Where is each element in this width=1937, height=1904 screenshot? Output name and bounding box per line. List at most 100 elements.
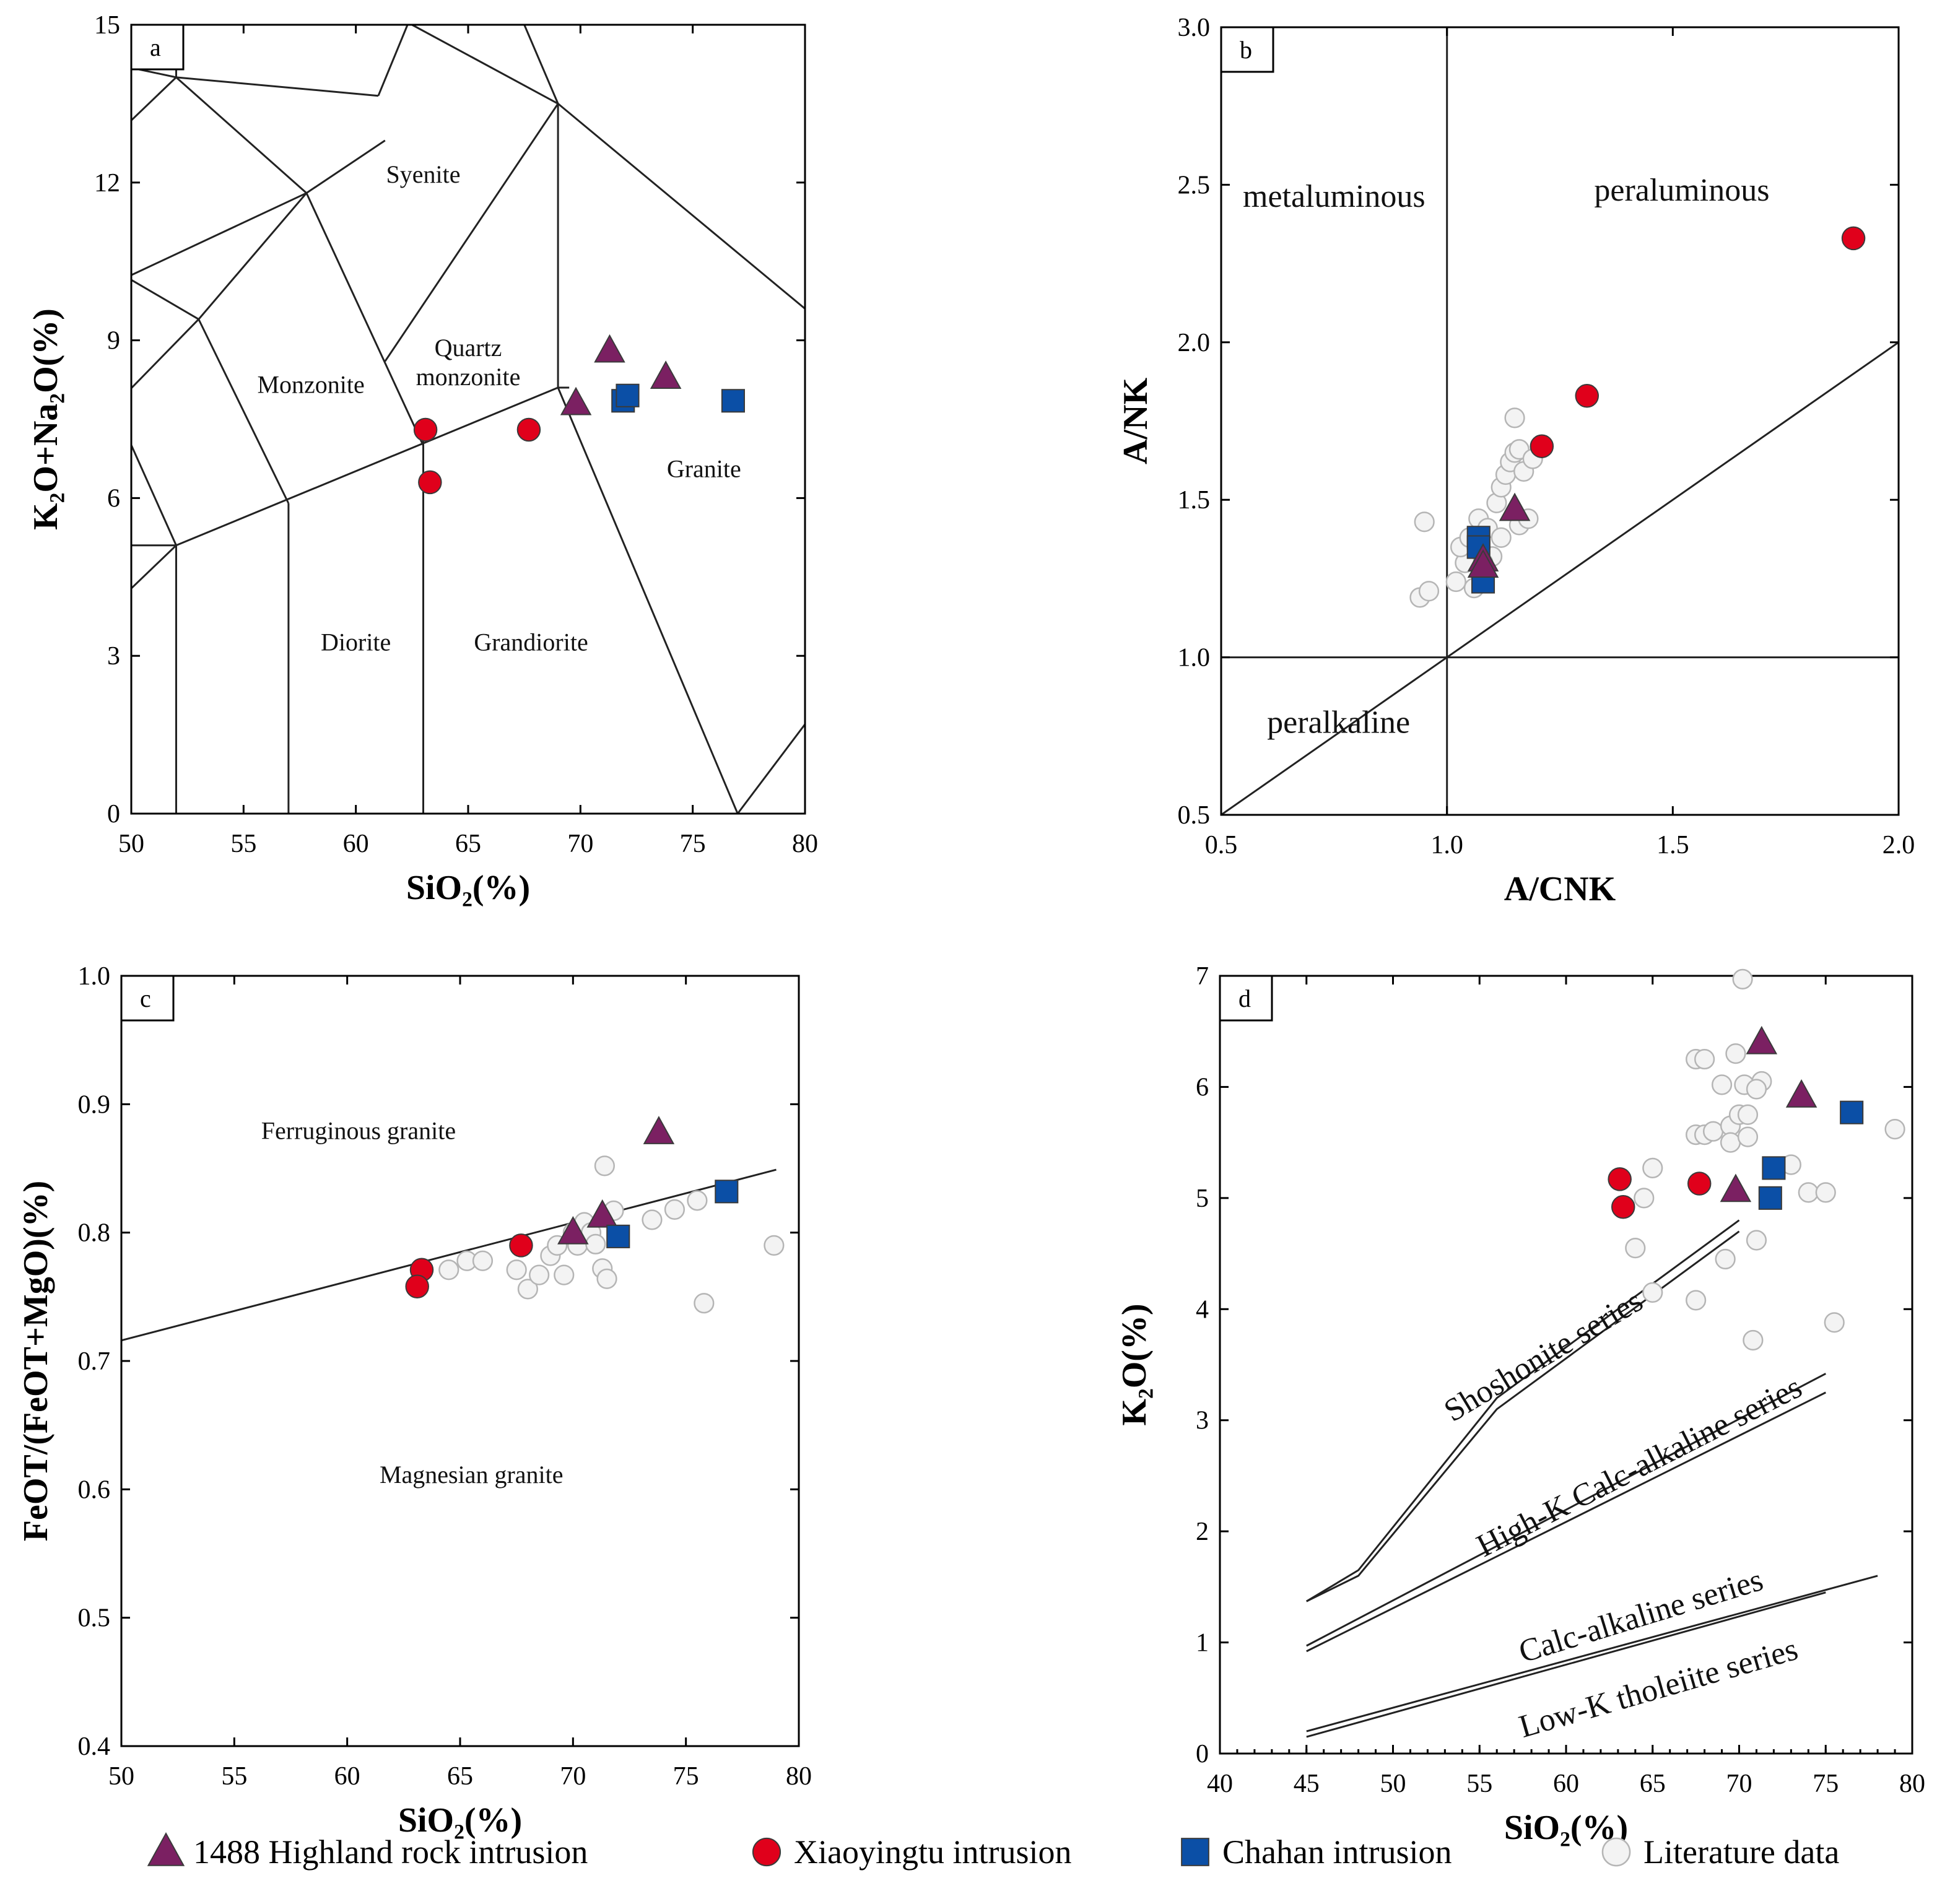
series-xiaoyingtu — [413, 417, 541, 495]
highland-point — [1746, 1025, 1778, 1054]
field-label: Syenite — [386, 160, 460, 188]
y-tick-label: 1 — [1196, 1629, 1209, 1658]
literature-point — [1491, 527, 1512, 548]
literature-point — [694, 1293, 715, 1314]
field-boundaries — [131, 25, 805, 814]
x-tick-label: 70 — [1726, 1770, 1752, 1798]
x-tick-label: 70 — [567, 830, 593, 858]
y-tick-label: 0 — [1196, 1740, 1209, 1768]
field-boundary-line — [1221, 341, 1899, 815]
field-label: Monzonite — [257, 371, 364, 399]
field-boundary-line — [305, 193, 424, 446]
panel-tag: a — [150, 33, 161, 61]
y-tick-label: 0.6 — [78, 1476, 111, 1504]
highland-point — [586, 1199, 618, 1228]
literature-point — [687, 1190, 708, 1211]
y-tick-label: 3 — [107, 642, 120, 671]
literature-point — [1798, 1182, 1819, 1203]
y-tick-label: 5 — [1196, 1185, 1209, 1213]
x-tick-label: 2.0 — [1883, 831, 1915, 859]
series-highland — [560, 334, 682, 415]
field-boundary-line — [411, 25, 559, 105]
field-label: Magnesian granite — [380, 1461, 564, 1489]
literature-point — [1711, 1074, 1733, 1095]
x-tick-label: 60 — [334, 1762, 360, 1791]
y-tick-label: 3.0 — [1178, 14, 1211, 42]
literature-point — [1686, 1290, 1707, 1311]
plot-frame — [120, 975, 800, 1747]
literature-point — [1702, 1121, 1724, 1142]
y-axis-label: K₂O(%) — [1115, 1303, 1154, 1425]
literature-point — [1642, 1157, 1663, 1179]
series-xiaoyingtu — [405, 1233, 533, 1298]
field-boundary-line — [1306, 1230, 1740, 1602]
x-tick-label: 70 — [560, 1762, 586, 1791]
field-boundary-line — [1306, 1591, 1826, 1738]
panel-tag-box — [120, 975, 175, 1022]
field-boundary-line — [198, 192, 308, 320]
field-boundary-line — [175, 76, 307, 194]
y-tick-label: 15 — [94, 11, 120, 40]
legend: 1488 Highland rock intrusion Xiaoyingtu i… — [147, 1832, 1839, 1871]
field-boundary-line — [306, 139, 386, 194]
y-tick-label: 0.5 — [78, 1604, 111, 1633]
xiaoyingtu-point — [1608, 1167, 1632, 1191]
legend-marker-chahan — [1181, 1838, 1209, 1866]
panel-tag: d — [1238, 985, 1251, 1012]
literature-point — [529, 1264, 550, 1285]
literature-point — [1737, 1126, 1759, 1147]
literature-point — [594, 1155, 615, 1176]
x-tick-label: 65 — [447, 1762, 473, 1791]
series-xiaoyingtu — [1530, 226, 1866, 458]
legend-label-highland: 1488 Highland rock intrusion — [193, 1833, 588, 1871]
literature-point — [1884, 1119, 1905, 1140]
panel-tag: c — [140, 985, 151, 1012]
literature-point — [472, 1250, 494, 1271]
series-highland — [1720, 1025, 1817, 1202]
panel-c: c 50 55 60 65 70 75 80 0.4 0.5 0.6 0.7 0.8 0.9 1.0 SiO₂… — [17, 962, 812, 1840]
field-label: Grandiorite — [474, 628, 588, 656]
field-label: Ferruginous granite — [261, 1116, 456, 1144]
legend-marker-literature — [1601, 1837, 1631, 1867]
literature-point — [506, 1259, 527, 1280]
highland-point — [650, 360, 682, 389]
panel-b: b 0.5 1.0 1.5 2.0 0.5 1.0 1.5 2.0 2.5 3.0 A/CNK A/NK… — [1116, 14, 1915, 908]
literature-point — [517, 1279, 539, 1300]
y-tick-label: 7 — [1196, 962, 1209, 991]
highland-point — [1785, 1079, 1817, 1108]
x-tick-label: 80 — [786, 1762, 812, 1791]
highland-point — [1467, 549, 1499, 578]
y-tick-label: 0.4 — [78, 1732, 111, 1761]
x-tick-label: 50 — [108, 1762, 134, 1791]
y-tick-label: 6 — [107, 484, 120, 513]
panel-tag-box — [130, 24, 185, 71]
field-boundary-line — [131, 443, 177, 546]
literature-point — [764, 1235, 785, 1256]
y-tick-label: 4 — [1196, 1295, 1209, 1324]
field-boundary-line — [523, 25, 559, 104]
y-axis-label: A/NK — [1116, 378, 1155, 464]
literature-point — [1642, 1282, 1663, 1303]
field-boundary-line — [1306, 1373, 1826, 1647]
y-tick-label: 2.5 — [1178, 171, 1211, 199]
xiaoyingtu-point — [1575, 384, 1600, 408]
literature-point — [1694, 1048, 1715, 1070]
y-tick-label: 0.7 — [78, 1347, 111, 1376]
literature-point — [1634, 1188, 1655, 1209]
x-axis-label: SiO₂(%) — [398, 1801, 522, 1840]
y-tick-label: 6 — [1196, 1073, 1209, 1102]
literature-point — [1746, 1230, 1767, 1251]
y-tick-label: 0.5 — [1178, 801, 1211, 830]
literature-point — [596, 1268, 617, 1289]
literature-point — [1732, 968, 1753, 989]
xiaoyingtu-point — [509, 1233, 533, 1258]
chahan-point — [1762, 1156, 1786, 1180]
literature-point — [438, 1259, 459, 1280]
x-tick-label: 1.5 — [1656, 831, 1689, 859]
y-tick-label: 9 — [107, 327, 120, 355]
xiaoyingtu-point — [418, 470, 442, 495]
y-tick-label: 0 — [107, 800, 120, 828]
y-tick-label: 12 — [94, 169, 120, 198]
field-boundary-line — [377, 25, 409, 97]
